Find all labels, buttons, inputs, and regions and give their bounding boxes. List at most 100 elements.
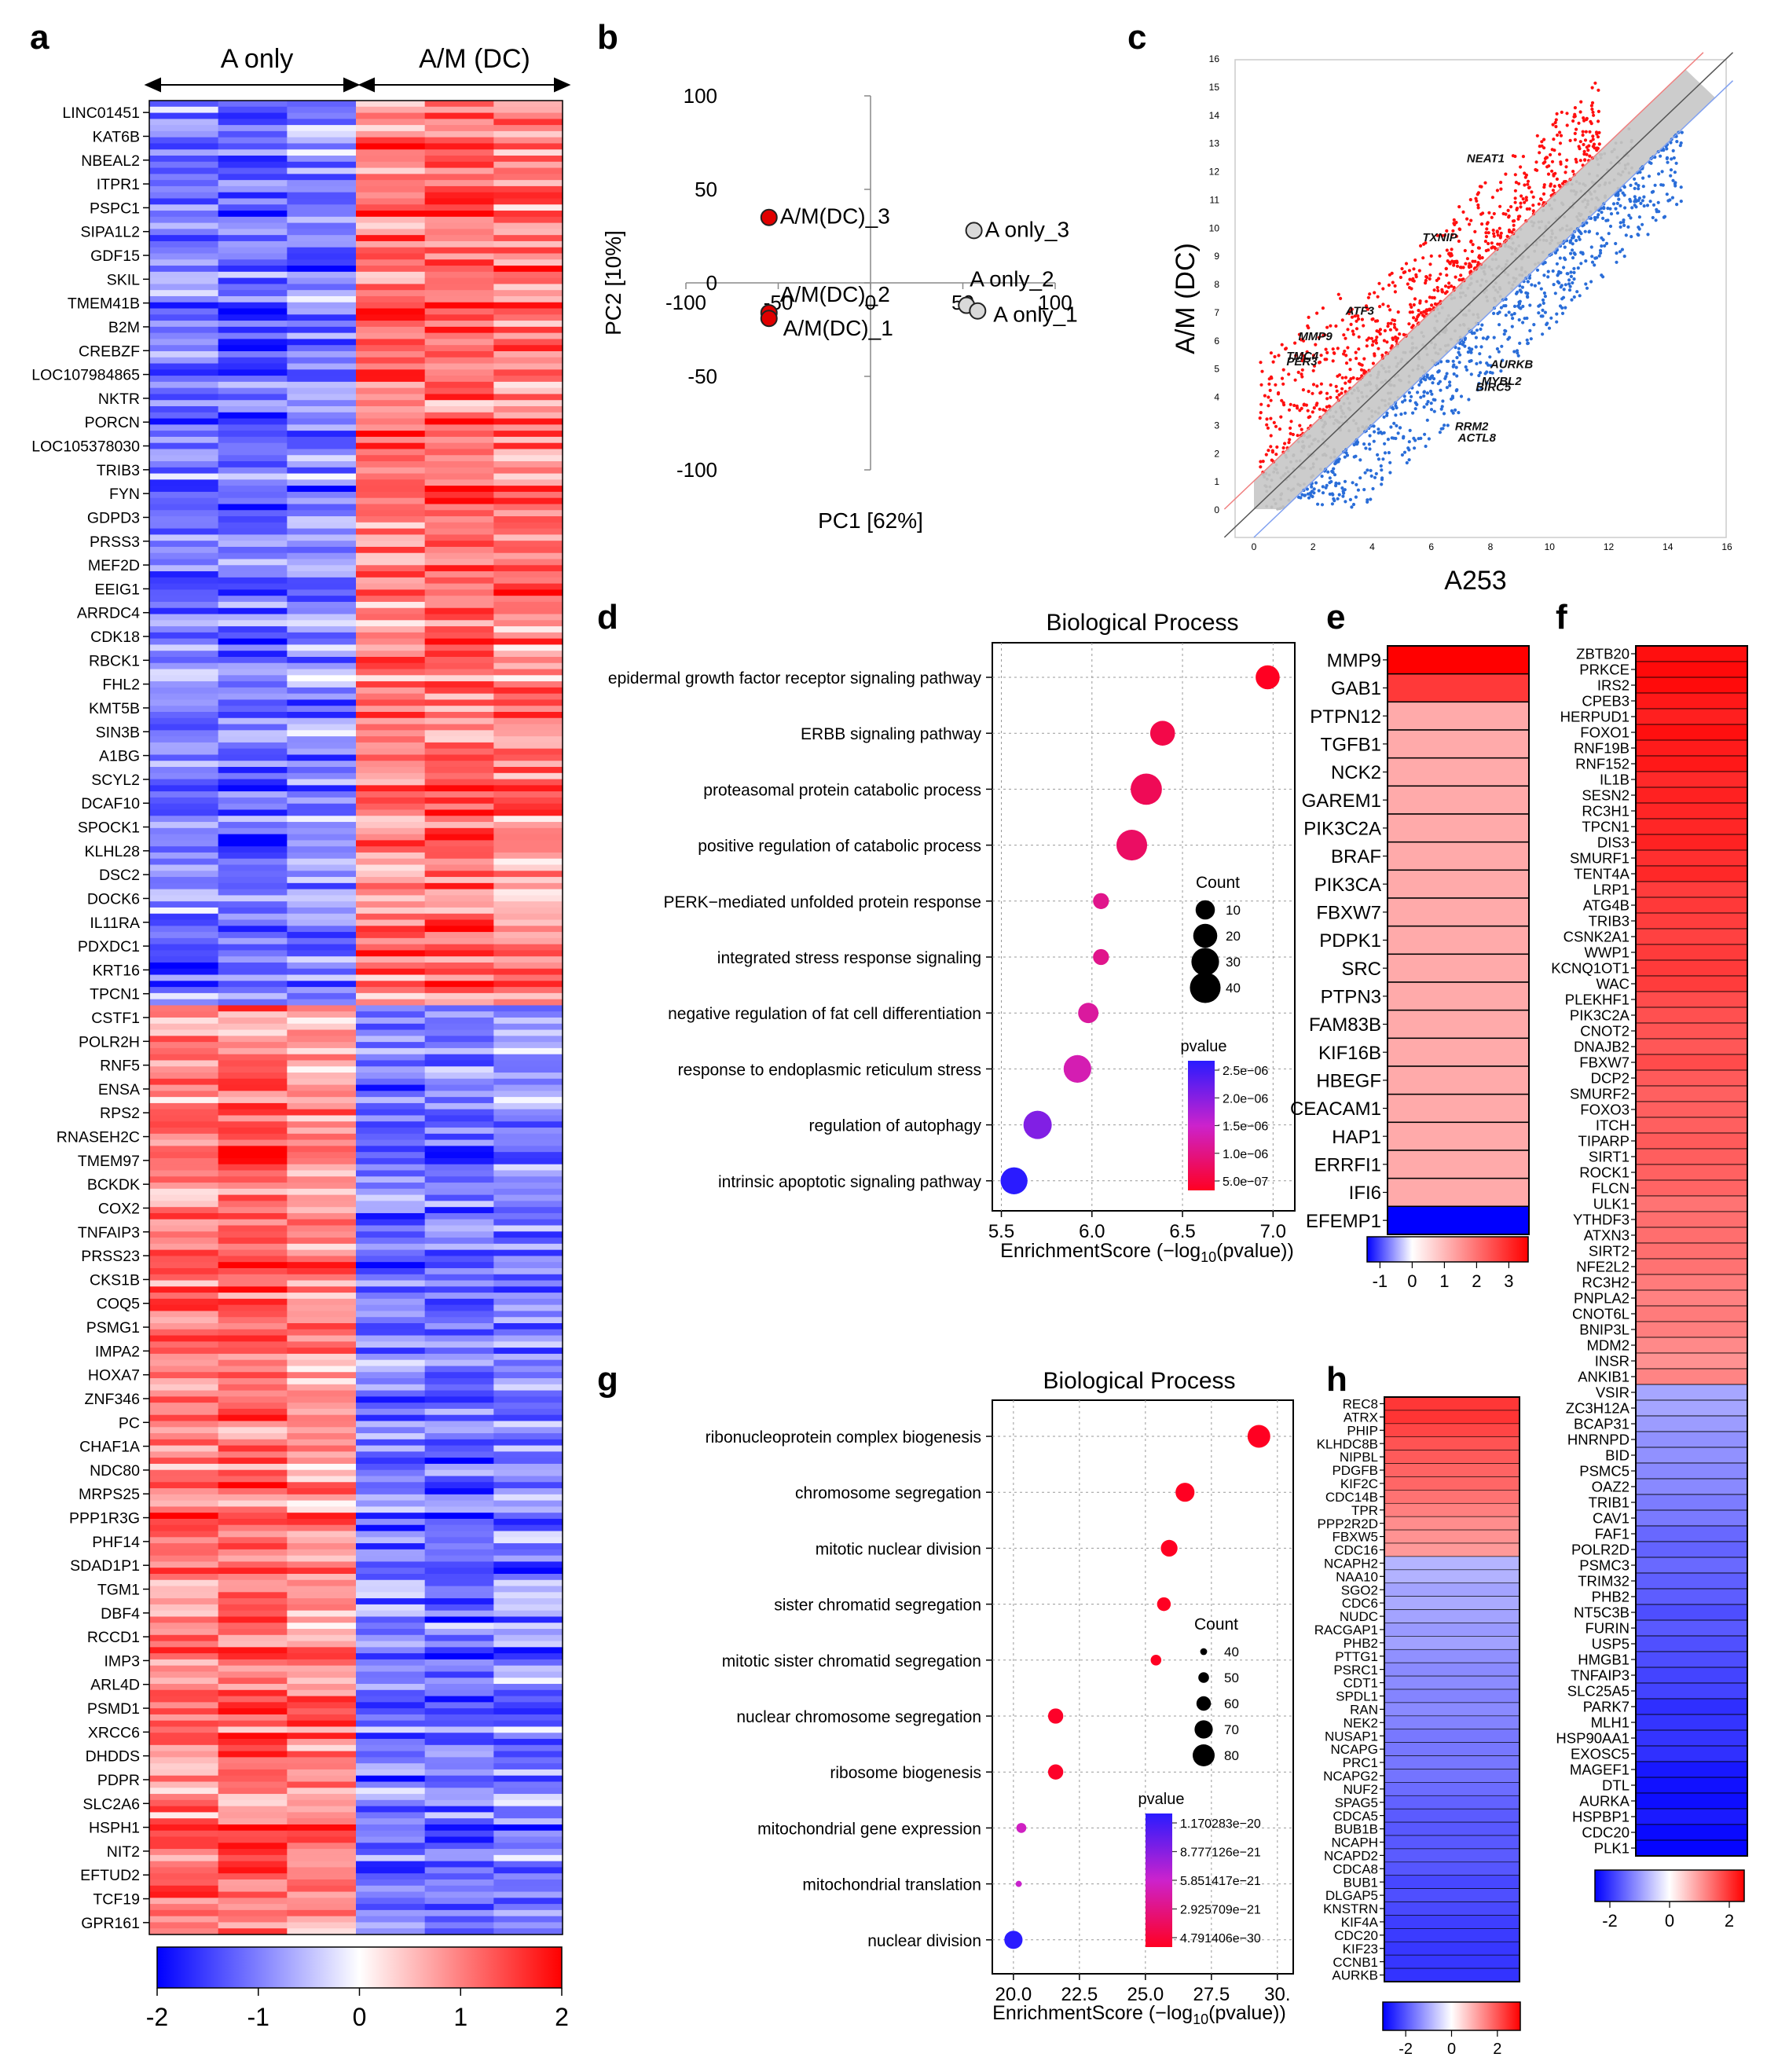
gene-label: ARRDC4	[77, 605, 140, 622]
scatter-c-dot-down	[1641, 222, 1644, 226]
heatmap-a-cell	[356, 1714, 426, 1722]
heatmap-a-cell	[493, 601, 563, 609]
scatter-c-dot-up	[1521, 197, 1525, 201]
heatmap-a-cell	[356, 1280, 426, 1287]
scatter-c-dot-up	[1455, 264, 1460, 268]
scatter-c-dot-ns	[1450, 337, 1453, 341]
heatmap-a-cell	[149, 552, 219, 560]
scatter-c-dot-ns	[1486, 299, 1489, 303]
scatter-c-dot-up	[1417, 269, 1421, 273]
heatmap-a-cell	[493, 1788, 563, 1795]
heatmap-cell	[1635, 1431, 1748, 1448]
scatter-c-dot-down	[1546, 270, 1550, 273]
scatter-c-dot-up	[1575, 127, 1578, 131]
scatter-c-dot-up	[1535, 168, 1539, 172]
scatter-c-dot-up	[1575, 160, 1578, 164]
heatmap-a-cell	[218, 803, 288, 811]
scatter-c-dot-up	[1511, 154, 1515, 158]
heatmap-a-cell	[287, 1298, 357, 1306]
heatmap-a-cell	[218, 363, 288, 370]
heatmap-a-cell	[287, 1421, 357, 1428]
scatter-c-dot-ns	[1274, 502, 1278, 505]
scatter-c-dot-up	[1458, 227, 1462, 232]
scatter-c-dot-down	[1670, 157, 1674, 161]
scatter-c-dot-up	[1490, 196, 1494, 200]
scatter-c-dot-down	[1502, 304, 1506, 308]
scatter-c-dot-up	[1564, 171, 1567, 174]
heatmap-a-cell	[424, 497, 494, 505]
scatter-c-dot-down	[1510, 313, 1514, 317]
heatmap-gene-label: ANKIB1	[1578, 1369, 1630, 1385]
heatmap-a-cell	[356, 1500, 426, 1507]
heatmap-a-cell	[493, 1421, 563, 1428]
heatmap-a-cell	[218, 1427, 288, 1434]
scatter-c-dot-up	[1490, 241, 1494, 245]
dotplot-count-legend-label: 10	[1226, 903, 1241, 918]
scatter-c-dot-up	[1411, 324, 1415, 328]
scatter-c-dot-ns	[1537, 261, 1541, 265]
heatmap-a-cell	[218, 431, 288, 438]
scatter-c-dot-ns	[1361, 425, 1365, 429]
heatmap-a-cell	[493, 1604, 563, 1612]
heatmap-a-cell	[424, 308, 494, 315]
heatmap-a-cell	[424, 339, 494, 346]
heatmap-a-cell	[424, 877, 494, 884]
heatmap-a-cell	[218, 1885, 288, 1893]
heatmap-cell	[1384, 1848, 1520, 1863]
scatter-c-dot-ns	[1375, 384, 1378, 387]
heatmap-a-cell	[356, 1170, 426, 1177]
heatmap-a-cell	[218, 1157, 288, 1165]
heatmap-a-cell	[287, 436, 357, 444]
heatmap-a-cell	[424, 247, 494, 255]
heatmap-a-cell	[493, 748, 563, 756]
scatter-c-dot-ns	[1453, 296, 1457, 299]
heatmap-a-cell	[149, 1647, 219, 1654]
scatter-c-dot-ns	[1507, 281, 1511, 284]
heatmap-a-cell	[493, 913, 563, 921]
scatter-c-dot-up	[1378, 328, 1382, 332]
heatmap-a-cell	[149, 1219, 219, 1227]
heatmap-a-cell	[493, 1414, 563, 1422]
heatmap-a-cell	[218, 1152, 288, 1159]
heatmap-a-cell	[493, 174, 563, 181]
scatter-c-dot-down	[1382, 415, 1386, 419]
heatmap-a-cell	[287, 130, 357, 138]
scatter-c-dot-up	[1346, 346, 1350, 350]
scatter-c-dot-down	[1495, 347, 1499, 351]
heatmap-gene-label: RC3H1	[1582, 803, 1630, 820]
heatmap-gene-label: EXOSC5	[1571, 1746, 1630, 1762]
heatmap-a-cell	[493, 1078, 563, 1086]
heatmap-a-cell	[218, 1207, 288, 1214]
heatmap-a-cell	[424, 1744, 494, 1752]
heatmap-a-cell	[149, 473, 219, 480]
heatmap-a-cell	[424, 1421, 494, 1428]
scatter-c-dot-up	[1388, 328, 1392, 332]
heatmap-a-cell	[149, 486, 219, 493]
heatmap-a-cell	[287, 932, 357, 939]
scatter-c-dot-ns	[1626, 162, 1630, 166]
heatmap-a-cell	[356, 467, 426, 475]
heatmap-a-cell	[356, 302, 426, 310]
heatmap-a-cell	[218, 1708, 288, 1715]
scatter-c-dot-up	[1343, 349, 1347, 354]
heatmap-a-cell	[287, 1573, 357, 1581]
heatmap-a-cell	[287, 1726, 357, 1733]
scatter-c-dot-up	[1351, 329, 1355, 333]
scatter-c-dot-down	[1589, 280, 1593, 284]
scatter-c-dot-ns	[1383, 399, 1387, 402]
heatmap-a-cell	[149, 1018, 219, 1025]
heatmap-a-cell	[424, 901, 494, 908]
scatter-c-dot-up	[1507, 215, 1511, 219]
scatter-c-dot-down	[1646, 233, 1650, 237]
heatmap-a-cell	[287, 137, 357, 145]
heatmap-a-cell	[356, 119, 426, 126]
heatmap-a-cell	[356, 919, 426, 926]
heatmap-a-cell	[149, 1280, 219, 1287]
heatmap-a-cell	[356, 834, 426, 841]
heatmap-a-cell	[424, 827, 494, 835]
heatmap-cell	[1635, 975, 1748, 992]
heatmap-a-cell	[493, 589, 563, 596]
scatter-c-dot-up	[1260, 369, 1264, 373]
scatter-c-dot-down	[1621, 191, 1625, 195]
heatmap-a-cell	[356, 1720, 426, 1728]
